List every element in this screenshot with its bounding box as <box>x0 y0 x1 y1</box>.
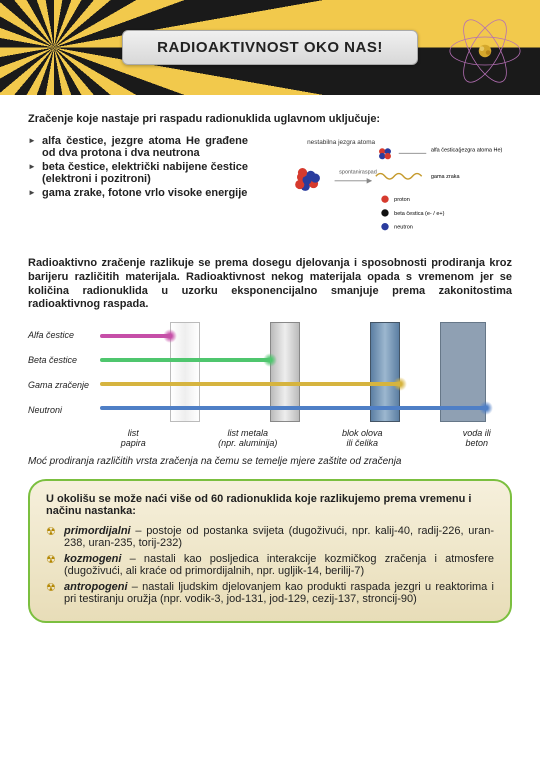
diagram-label: nestabilna jezgra atoma <box>307 139 375 146</box>
box-item: kozmogeni – nastali kao posljedica inter… <box>46 553 494 577</box>
ray <box>100 334 170 338</box>
barrier-caption: listpapira <box>98 428 169 448</box>
svg-text:gama zraka: gama zraka <box>431 174 461 180</box>
list-item: beta čestice, električki nabijene čestic… <box>28 161 248 185</box>
svg-text:proton: proton <box>394 197 410 203</box>
radionuclide-box: U okolišu se može naći više od 60 radion… <box>28 479 512 623</box>
svg-text:spontaniraspad: spontaniraspad <box>339 170 377 176</box>
decay-diagram: nestabilna jezgra atoma spontaniraspad a… <box>258 135 512 245</box>
ray <box>100 358 270 362</box>
penetration-row-labels: Alfa čestice Beta čestice Gama zračenje … <box>28 322 100 422</box>
penetration-chart: Alfa čestice Beta čestice Gama zračenje … <box>28 322 512 422</box>
svg-text:neutron: neutron <box>394 225 413 231</box>
header-banner: RADIOAKTIVNOST OKO NAS! <box>0 0 540 95</box>
radiation-types-row: alfa čestice, jezgre atoma He građene od… <box>28 135 512 245</box>
penetration-caption: Moć prodiranja različitih vrsta zračenja… <box>28 456 512 467</box>
ray <box>100 406 486 410</box>
svg-text:beta čestica (e- / e+): beta čestica (e- / e+) <box>394 211 444 217</box>
main-content: Zračenje koje nastaje pri raspadu radion… <box>0 95 540 633</box>
barrier-caption: blok olovaili čelika <box>327 428 398 448</box>
list-item: gama zrake, fotone vrlo visoke energije <box>28 187 248 199</box>
ray-label: Gama zračenje <box>28 380 96 390</box>
penetration-lanes <box>100 322 512 422</box>
ray-burst-icon <box>393 377 407 391</box>
box-item: antropogeni – nastali ljudskim djelovanj… <box>46 581 494 605</box>
box-list: primordijalni – postoje od postanka svij… <box>46 525 494 605</box>
paragraph-penetration: Radioaktivno zračenje razlikuje se prema… <box>28 257 512 312</box>
ray-burst-icon <box>479 401 493 415</box>
ray-burst-icon <box>263 353 277 367</box>
ray-label: Alfa čestice <box>28 330 96 340</box>
page-title: RADIOAKTIVNOST OKO NAS! <box>122 30 418 65</box>
bullet-list: alfa čestice, jezgre atoma He građene od… <box>28 135 248 245</box>
list-item: alfa čestice, jezgre atoma He građene od… <box>28 135 248 159</box>
ray <box>100 382 400 386</box>
intro-text: Zračenje koje nastaje pri raspadu radion… <box>28 113 512 125</box>
box-item: primordijalni – postoje od postanka svij… <box>46 525 494 549</box>
ray-label: Neutroni <box>28 405 96 415</box>
ray-label: Beta čestice <box>28 355 96 365</box>
barrier-caption: voda ilibeton <box>442 428 513 448</box>
barrier-captions: listpapira list metala(npr. aluminija) b… <box>98 428 512 448</box>
box-intro: U okolišu se može naći više od 60 radion… <box>46 493 494 517</box>
ray-burst-icon <box>163 329 177 343</box>
barrier-caption: list metala(npr. aluminija) <box>213 428 284 448</box>
svg-text:alfa čestica(jezgra atoma He): alfa čestica(jezgra atoma He) <box>431 148 503 154</box>
atom-icon <box>446 12 524 90</box>
